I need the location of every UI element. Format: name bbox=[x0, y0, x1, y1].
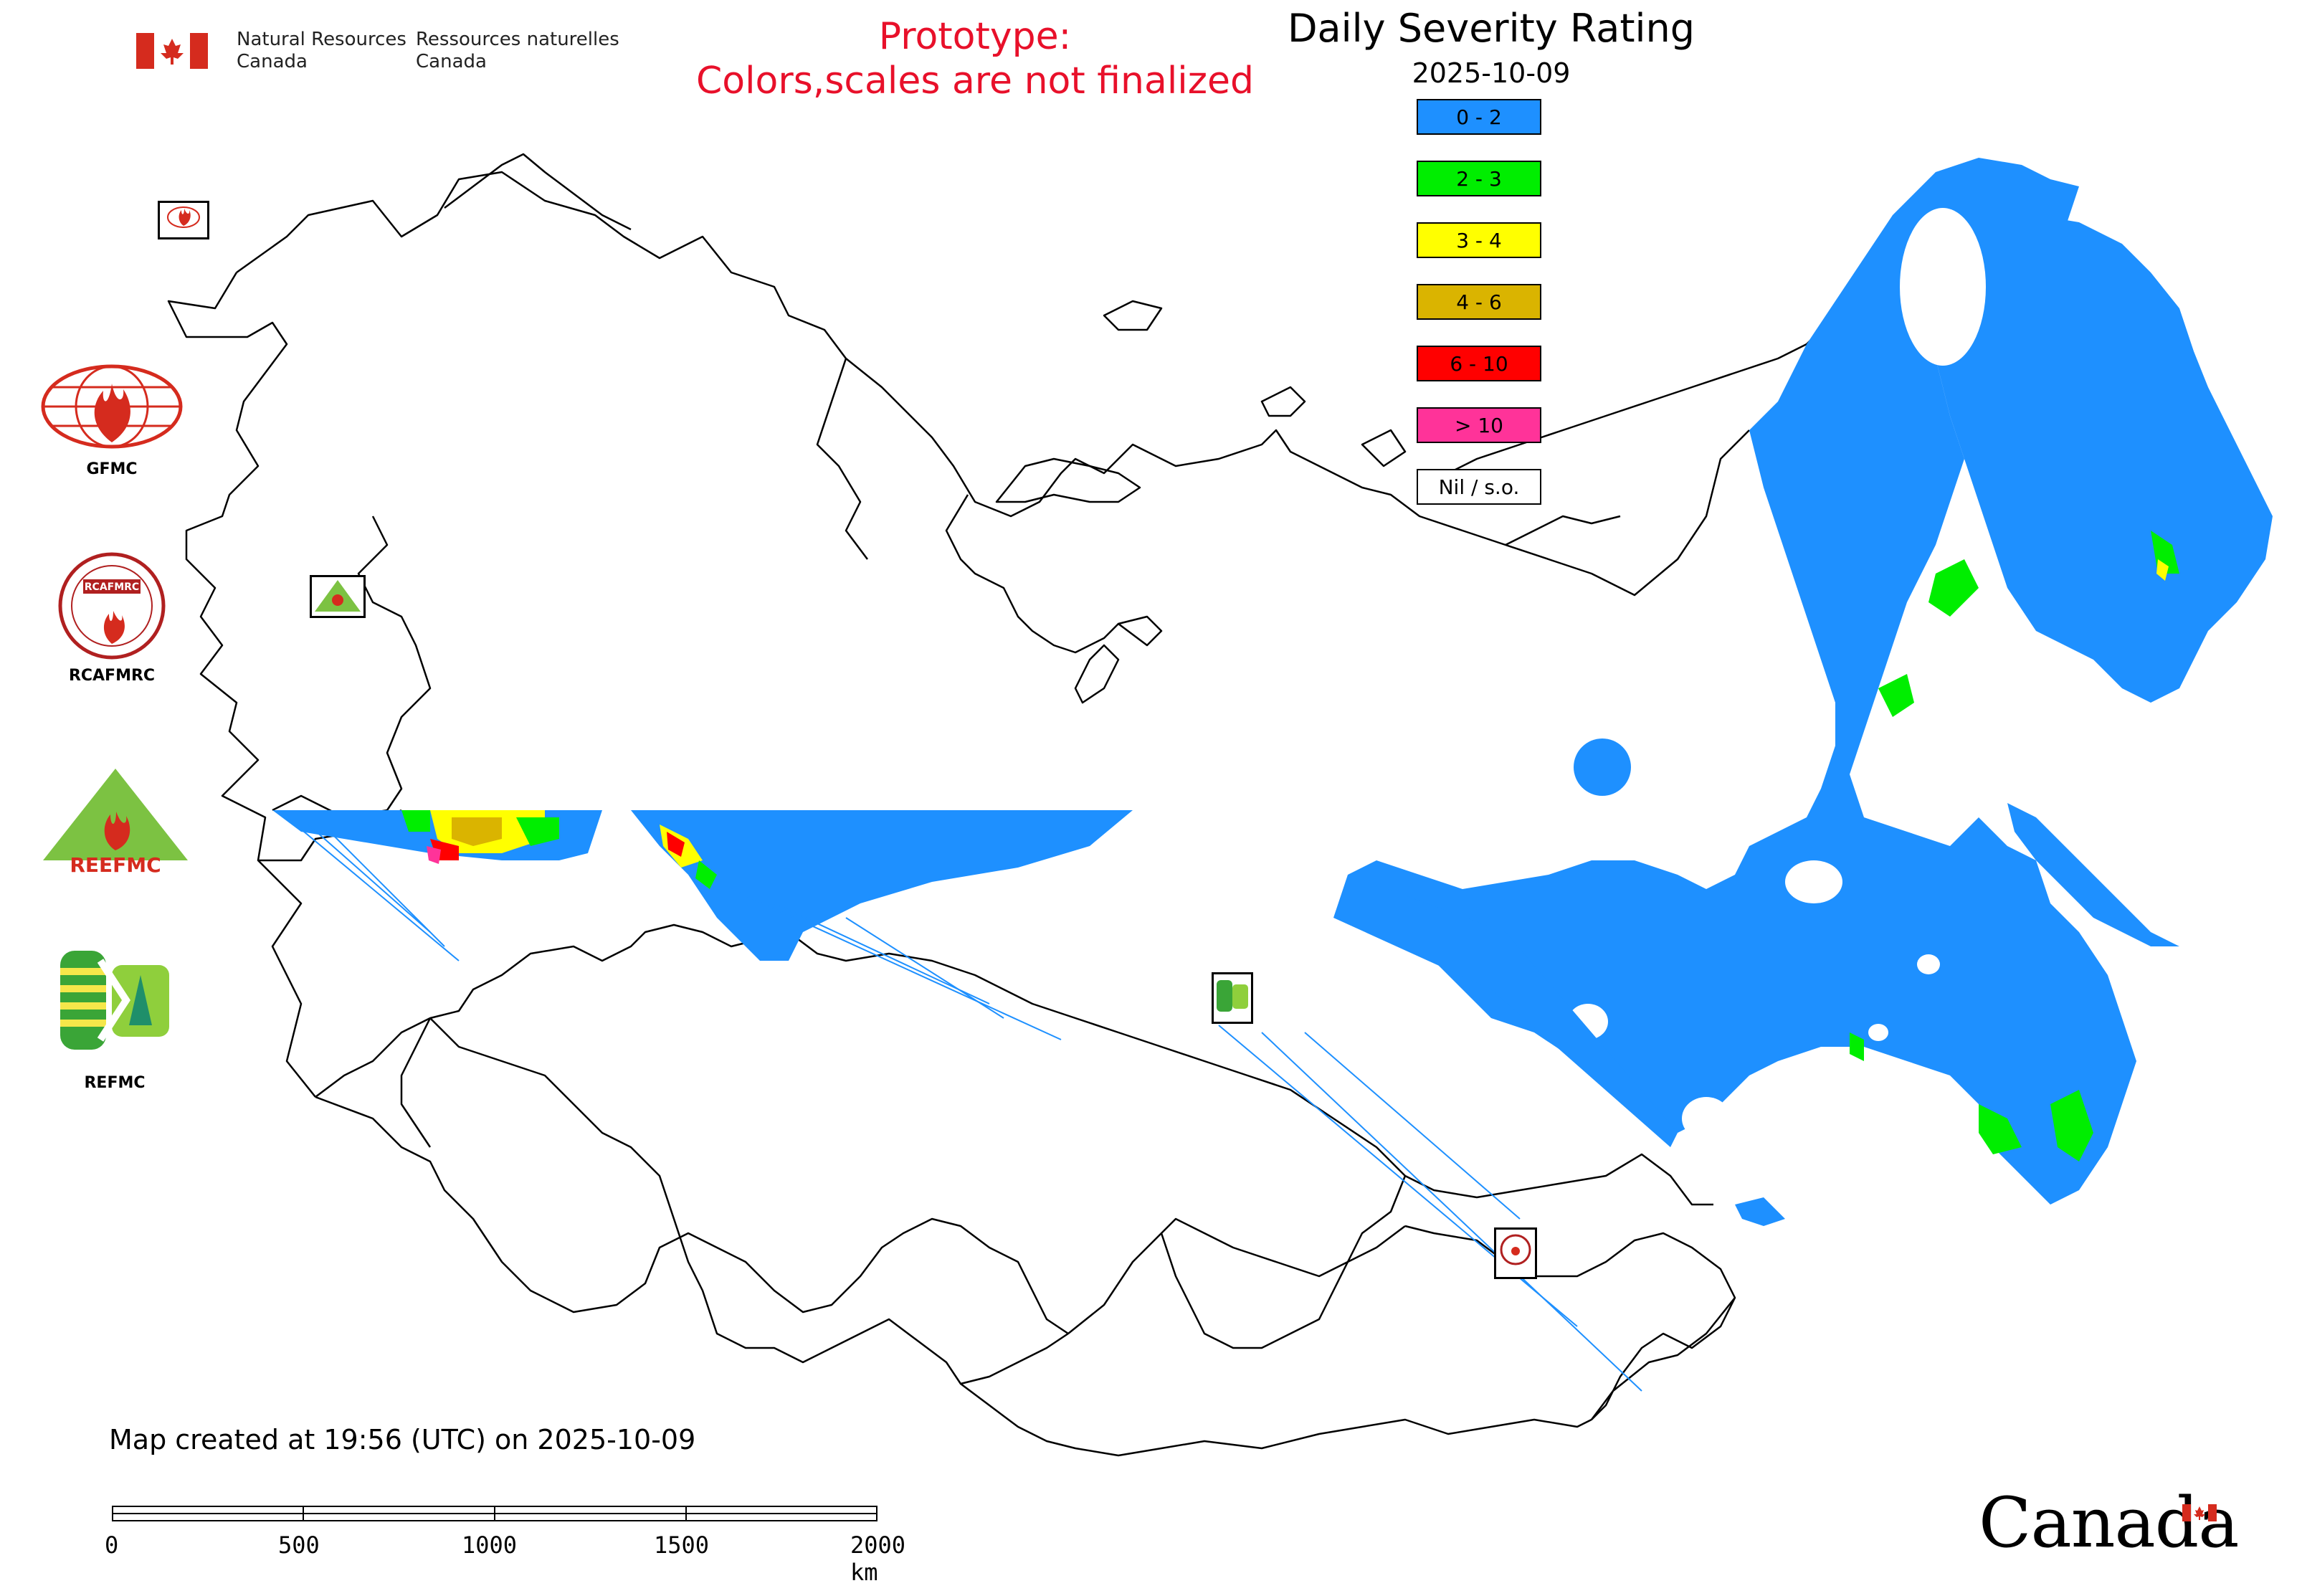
wordmark-flag-icon bbox=[2182, 1504, 2217, 1521]
canada-wordmark: Canada bbox=[1979, 1483, 2239, 1569]
scale-tick bbox=[685, 1506, 687, 1521]
svg-text:RCAFMRC: RCAFMRC bbox=[85, 581, 139, 593]
prototype-notice: Prototype: Colors,scales are not finaliz… bbox=[645, 14, 1305, 103]
rcafmrc-seal-icon: RCAFMRC bbox=[58, 552, 166, 660]
refmc-marker-icon bbox=[1217, 980, 1248, 1012]
gfmc-globe-icon bbox=[41, 364, 183, 449]
legend-item-3-4: 3 - 4 bbox=[1417, 222, 1541, 258]
severity-west-band bbox=[272, 810, 1642, 1392]
legend-item-6-10: 6 - 10 bbox=[1417, 346, 1541, 381]
gfmc-label: GFMC bbox=[86, 460, 138, 478]
legend-item-0-2: 0 - 2 bbox=[1417, 99, 1541, 135]
prototype-line-2: Colors,scales are not finalized bbox=[695, 60, 1255, 103]
severity-shading bbox=[1333, 158, 2273, 1226]
legend-item-gt-10: > 10 bbox=[1417, 407, 1541, 443]
map-date: 2025-10-09 bbox=[1412, 57, 1571, 89]
shade-siberia-0-2 bbox=[1348, 158, 2136, 1205]
svg-text:REEFMC: REEFMC bbox=[70, 853, 161, 875]
scale-label-500: 500 bbox=[278, 1531, 320, 1559]
refmc-logo: REFMC bbox=[57, 946, 172, 1092]
nrcan-signature: Natural Resources Canada Ressources natu… bbox=[136, 27, 619, 77]
rcafmrc-marker bbox=[1494, 1227, 1537, 1279]
legend-item-4-6: 4 - 6 bbox=[1417, 284, 1541, 320]
refmc-marker bbox=[1212, 972, 1253, 1024]
scale-label-0: 0 bbox=[105, 1531, 119, 1559]
scale-label-1500: 1500 bbox=[654, 1531, 710, 1559]
reefmc-triangle-icon: REEFMC bbox=[43, 769, 188, 877]
refmc-label: REFMC bbox=[84, 1074, 146, 1092]
reefmc-logo: REEFMC bbox=[39, 767, 192, 877]
canada-flag-icon bbox=[136, 33, 208, 69]
country-boundaries bbox=[167, 153, 1836, 1457]
gfmc-marker-icon bbox=[167, 206, 200, 228]
scale-bar: 0 500 1000 1500 2000 km bbox=[105, 1506, 905, 1586]
gfmc-logo: GFMC bbox=[40, 362, 184, 478]
scale-tick bbox=[494, 1506, 495, 1521]
legend-item-2-3: 2 - 3 bbox=[1417, 161, 1541, 196]
org-name-en: Natural Resources Canada bbox=[237, 29, 406, 72]
org-name-fr: Ressources naturelles Canada bbox=[416, 29, 619, 72]
refmc-sigma-icon bbox=[60, 951, 169, 1050]
map-title: Daily Severity Rating bbox=[1287, 6, 1695, 51]
map-created-note: Map created at 19:56 (UTC) on 2025-10-09 bbox=[109, 1424, 696, 1455]
shade-kamchatka-0-2 bbox=[1936, 201, 2273, 703]
prototype-line-1: Prototype: bbox=[878, 15, 1072, 58]
rcafmrc-marker-icon bbox=[1500, 1234, 1531, 1265]
reefmc-marker-icon bbox=[315, 580, 361, 612]
legend-item-nil: Nil / s.o. bbox=[1417, 469, 1541, 505]
scale-label-2000: 2000 km bbox=[850, 1531, 906, 1586]
scale-label-1000: 1000 bbox=[462, 1531, 518, 1559]
scale-tick bbox=[303, 1506, 304, 1521]
rcafmrc-label: RCAFMRC bbox=[68, 667, 156, 685]
canada-wordmark-text: Canada bbox=[1979, 1483, 2239, 1563]
reefmc-marker bbox=[310, 575, 366, 618]
rcafmrc-logo: RCAFMRC RCAFMRC bbox=[54, 552, 169, 688]
gfmc-marker bbox=[158, 201, 209, 239]
